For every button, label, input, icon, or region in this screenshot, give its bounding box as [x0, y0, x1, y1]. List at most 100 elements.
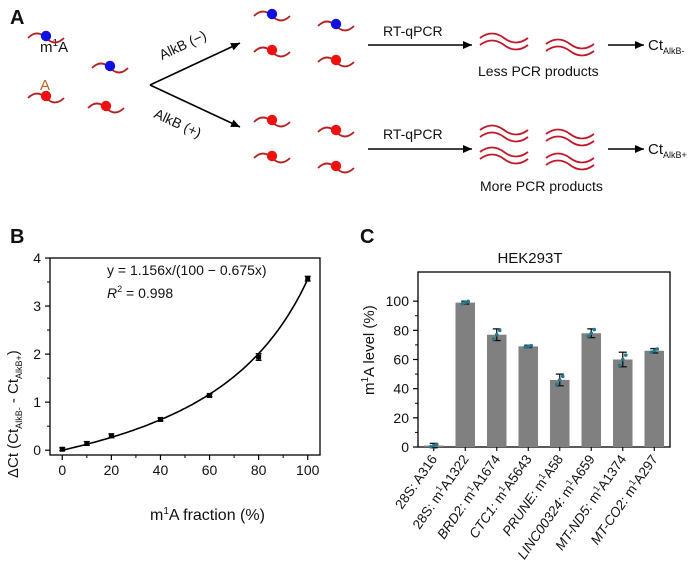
alkb-plus-label: AlkB (+) — [152, 105, 204, 141]
replicate-dot — [526, 344, 531, 349]
rna-top-m1a-1-base-dot — [266, 8, 278, 20]
rna-top-a-1-base-dot — [266, 44, 278, 56]
replicate-dot — [494, 332, 499, 337]
m1a-label: m1A — [40, 38, 68, 56]
x-tick-label: 20 — [104, 462, 120, 478]
bar — [612, 359, 633, 447]
rna-top-m1a-2-base-dot — [330, 18, 342, 30]
replicate-dot — [589, 331, 594, 336]
pcr-product-bot-1-strand-1 — [479, 124, 529, 136]
replicate-dot — [460, 301, 465, 306]
replicate-dot — [428, 444, 433, 449]
replicate-dot — [652, 348, 657, 353]
replicate-dot — [466, 299, 471, 304]
replicate-dot — [655, 347, 660, 351]
rna-m1a-1-base-dot — [40, 30, 52, 42]
replicate-dot — [623, 353, 628, 357]
rna-m1a-2-base-dot — [104, 60, 116, 72]
bar — [581, 333, 602, 447]
calibration-chart: 0 20 40 60 80 100 0 1 2 3 4 — [33, 250, 321, 478]
rna-bot-a-4-base-dot — [330, 160, 342, 172]
x-tick-label: 40 — [153, 462, 169, 478]
replicate-dot — [554, 382, 559, 387]
m1a-level-chart: 0 20 40 60 80 100 — [386, 271, 671, 455]
replicate-dot — [586, 334, 591, 338]
y-tick-label: 100 — [386, 293, 410, 309]
fit-equation: y = 1.156x/(100 − 0.675x) — [107, 262, 267, 278]
x-tick-label: 60 — [202, 462, 218, 478]
more-pcr-products — [479, 124, 595, 171]
panel-b-ylabel: ΔCt (CtAlkB- - CtAlkB+) — [5, 350, 24, 478]
replicate-dot — [592, 327, 597, 332]
y-tick-label: 20 — [393, 410, 409, 426]
rna-bot-a-3-base-dot — [266, 150, 278, 162]
pcr-product-top-1-strand-2 — [479, 39, 529, 51]
pcr-product-top-1-strand-1 — [479, 32, 529, 44]
rna-a-1-base-dot — [40, 90, 52, 102]
data-point — [108, 433, 114, 439]
data-point — [157, 416, 163, 422]
panel-a: A m1A A AlkB (−) AlkB (+) RT-qPCR RT-qPC… — [10, 7, 687, 194]
pcr-product-bot-3-strand-2 — [479, 153, 529, 165]
more-products-label: More PCR products — [480, 178, 603, 194]
y-tick-label: 4 — [33, 250, 41, 266]
plot-frame — [49, 257, 321, 456]
data-point — [305, 276, 311, 282]
data-point — [207, 392, 213, 398]
replicate-dot — [434, 442, 439, 447]
panel-b: B 0 20 40 60 80 100 0 1 2 3 4 y = 1.156x/(100 − 0.… — [5, 226, 321, 524]
pcr-product-bot-2-strand-2 — [545, 135, 595, 147]
rtqpcr-bottom-label: RT-qPCR — [383, 126, 443, 142]
y-tick-label: 0 — [401, 439, 409, 455]
data-point — [84, 440, 90, 446]
replicate-dot — [557, 378, 562, 382]
panel-b-label: B — [10, 226, 24, 248]
x-tick-label: 0 — [58, 462, 66, 478]
bar — [549, 379, 570, 447]
replicate-dot — [649, 350, 654, 355]
replicate-dot — [523, 345, 528, 349]
rna-top-a-2-base-dot — [330, 54, 342, 66]
pcr-product-bot-4-strand-2 — [545, 159, 595, 171]
alkb-minus-rna-group — [253, 8, 355, 68]
arrow-alkb-plus — [149, 84, 241, 128]
bar — [518, 346, 539, 447]
panel-b-xlabel: m1A fraction (%) — [150, 506, 265, 524]
replicate-dot — [617, 363, 622, 368]
pcr-product-bot-1-strand-2 — [479, 131, 529, 143]
rna-bot-a-1-base-dot — [266, 114, 278, 126]
ct-alkb-minus-label: CtAlkB- — [648, 37, 685, 56]
replicate-dot — [497, 328, 502, 333]
rna-a-2-base-dot — [100, 100, 112, 112]
bar — [644, 350, 665, 447]
y-tick-label: 2 — [33, 346, 41, 362]
replicate-dot — [560, 374, 565, 379]
y-tick-label: 60 — [393, 352, 409, 368]
y-tick-label: 40 — [393, 381, 409, 397]
panel-c-ylabel: m1A level (%) — [360, 305, 378, 395]
r-squared: R2 = 0.998 — [107, 284, 173, 301]
ct-alkb-plus-label: CtAlkB+ — [648, 141, 687, 160]
panel-c-title: HEK293T — [497, 250, 562, 267]
data-point — [59, 446, 65, 452]
pcr-product-bot-3-strand-1 — [479, 146, 529, 158]
x-tick-label: 100 — [296, 462, 320, 478]
replicate-dot — [491, 337, 496, 341]
pcr-product-bot-4-strand-1 — [545, 152, 595, 164]
replicate-dot — [529, 343, 534, 348]
x-tick-label: 80 — [251, 462, 267, 478]
a-label: A — [40, 77, 50, 94]
bar — [486, 334, 507, 447]
y-tick-label: 0 — [33, 442, 41, 458]
alkb-plus-rna-group — [253, 114, 355, 174]
panel-c-label: C — [360, 226, 374, 248]
data-point — [256, 354, 262, 360]
y-tick-label: 80 — [393, 322, 409, 338]
y-tick-label: 3 — [33, 298, 41, 314]
input-rna-group — [27, 30, 129, 114]
panel-a-label: A — [10, 7, 24, 29]
pcr-product-top-2-strand-1 — [545, 38, 595, 50]
pcr-product-top-2-strand-2 — [545, 45, 595, 57]
alkb-minus-label: AlkB (−) — [157, 27, 209, 63]
